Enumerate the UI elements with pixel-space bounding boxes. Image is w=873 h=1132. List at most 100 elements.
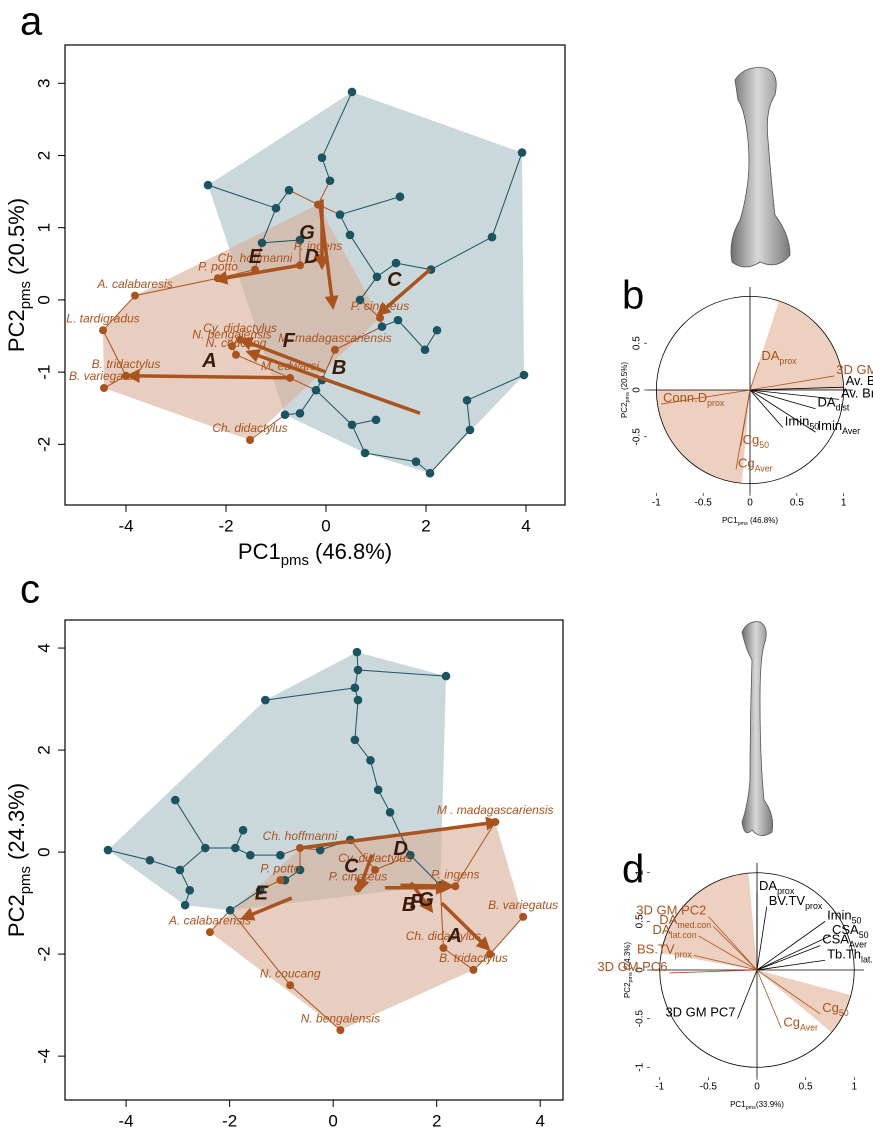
loading-vector: [757, 907, 767, 970]
vector-label-part: prox: [805, 901, 823, 911]
panel-letter: d: [622, 848, 644, 892]
node-point: [261, 696, 270, 705]
taxon-label: B. variegatus: [488, 898, 558, 912]
x-axis-label-part: (33.9%): [756, 1100, 784, 1109]
node-point: [366, 756, 375, 765]
node-point: [231, 844, 240, 853]
node-point: [281, 410, 290, 419]
y-axis-label: PC2pms (20.5%): [620, 362, 631, 418]
x-axis-label-part: pms: [746, 1105, 757, 1111]
loading-vector: [750, 390, 816, 432]
taxon-label: N. bengalensis: [301, 1011, 380, 1025]
vector-label-part: Av. Br. Len: [841, 386, 873, 401]
vector-label-part: Imin: [785, 414, 810, 429]
node-point: [354, 666, 363, 675]
arrow-label: G: [418, 889, 434, 911]
vector-label-part: Cg: [783, 1015, 800, 1030]
y-tick-label: 3: [34, 79, 53, 88]
x-tick-label: 0: [321, 516, 330, 535]
panel: -1-0.500.51-1-0.500.51PC1pms(33.9%)PC2pm…: [597, 848, 873, 1112]
y-tick-label: 0: [34, 295, 53, 304]
taxon-label: Ch. hoffmanni: [263, 829, 338, 843]
vector-label-part: DA: [759, 879, 777, 894]
taxon-point: [469, 966, 477, 974]
x-tick-label: -4: [119, 1111, 134, 1130]
taxon-label: B. tridactylus: [439, 951, 508, 965]
taxon-label: Cy. didactylus: [203, 321, 277, 335]
node-point: [351, 736, 360, 745]
vector-label: CgAver: [738, 456, 773, 474]
x-tick-label: 1: [841, 498, 847, 509]
taxon-point: [439, 944, 447, 952]
x-axis-label-part: pms: [738, 521, 749, 527]
arrow: [129, 376, 291, 378]
x-tick-label: 4: [535, 1111, 544, 1130]
taxon-label: N. coucang: [206, 336, 267, 350]
taxon-point: [331, 346, 339, 354]
x-tick-label: 0.5: [790, 498, 804, 509]
taxon-point: [99, 326, 107, 334]
vector-label-part: Cg: [822, 1000, 839, 1015]
taxon-label: M. madagascariensis: [278, 331, 391, 345]
node-point: [386, 808, 395, 817]
x-tick-label: 2: [421, 516, 430, 535]
y-axis-label-part: PC2: [620, 402, 629, 418]
y-axis-label-part: PC2: [623, 982, 632, 998]
vector-label-part: dist: [836, 403, 850, 413]
node-point: [463, 396, 472, 405]
node-point: [104, 846, 113, 855]
figure: -4-2024-2-10123PC1pms (46.8%)PC2pms (20.…: [0, 0, 873, 1132]
y-tick-label: -0.5: [635, 1010, 646, 1028]
y-axis-label: PC2pms (20.5%): [4, 198, 35, 352]
y-axis-label-part: pms: [625, 392, 631, 403]
vector-label-part: 50: [839, 1008, 849, 1018]
node-point: [466, 426, 475, 435]
y-tick-label: -0.5: [632, 428, 643, 446]
x-tick-label: -1: [655, 1082, 664, 1093]
node-point: [433, 326, 442, 335]
vector-label-part: Conn.D: [663, 390, 707, 405]
taxon-point: [486, 950, 494, 958]
vector-label: BV.TVprox: [769, 893, 823, 911]
y-tick-label: 0.5: [632, 336, 643, 350]
vector-label-part: 3D GM PC7: [665, 1005, 735, 1020]
y-axis-label-part: (24.3%): [4, 783, 29, 866]
node-point: [361, 449, 370, 458]
vector-label-part: prox: [675, 950, 693, 960]
arrow-label: D: [304, 246, 318, 268]
node-point: [348, 421, 357, 430]
y-axis-label-part: pms: [17, 866, 34, 894]
vector-label-part: Aver: [755, 464, 773, 474]
arrow-label: C: [344, 856, 359, 878]
taxon-label: N. coucang: [260, 966, 321, 980]
y-tick-label: 1: [34, 223, 53, 232]
node-point: [318, 153, 327, 162]
y-axis-label: PC2pms (24.3%): [4, 783, 35, 937]
arrow-label: E: [255, 883, 269, 905]
node-point: [518, 148, 527, 157]
node-point: [372, 415, 381, 424]
vector-label: CgAver: [783, 1015, 818, 1033]
vector-label-part: 50: [859, 930, 869, 940]
panel-letter: c: [20, 568, 40, 612]
arrow: [400, 885, 452, 886]
x-axis-label-part: (46.8%): [748, 516, 779, 525]
node-point: [354, 696, 363, 705]
x-axis-label-part: PC1: [722, 516, 738, 525]
loading-vector: [757, 946, 820, 970]
node-point: [346, 231, 355, 240]
loading-vector: [750, 390, 816, 409]
taxon-label: P. potto: [260, 861, 300, 875]
node-point: [426, 469, 435, 478]
bone-a: [731, 68, 790, 268]
arrow-label: F: [283, 330, 296, 352]
taxon-point: [131, 292, 139, 300]
y-tick-label: -2: [34, 947, 53, 962]
y-tick-label: 0: [632, 387, 643, 393]
taxon-point: [206, 928, 214, 936]
x-tick-label: 2: [432, 1111, 441, 1130]
node-point: [351, 684, 360, 693]
x-tick-label: 0: [754, 1082, 760, 1093]
loading-vector: [738, 970, 757, 1019]
